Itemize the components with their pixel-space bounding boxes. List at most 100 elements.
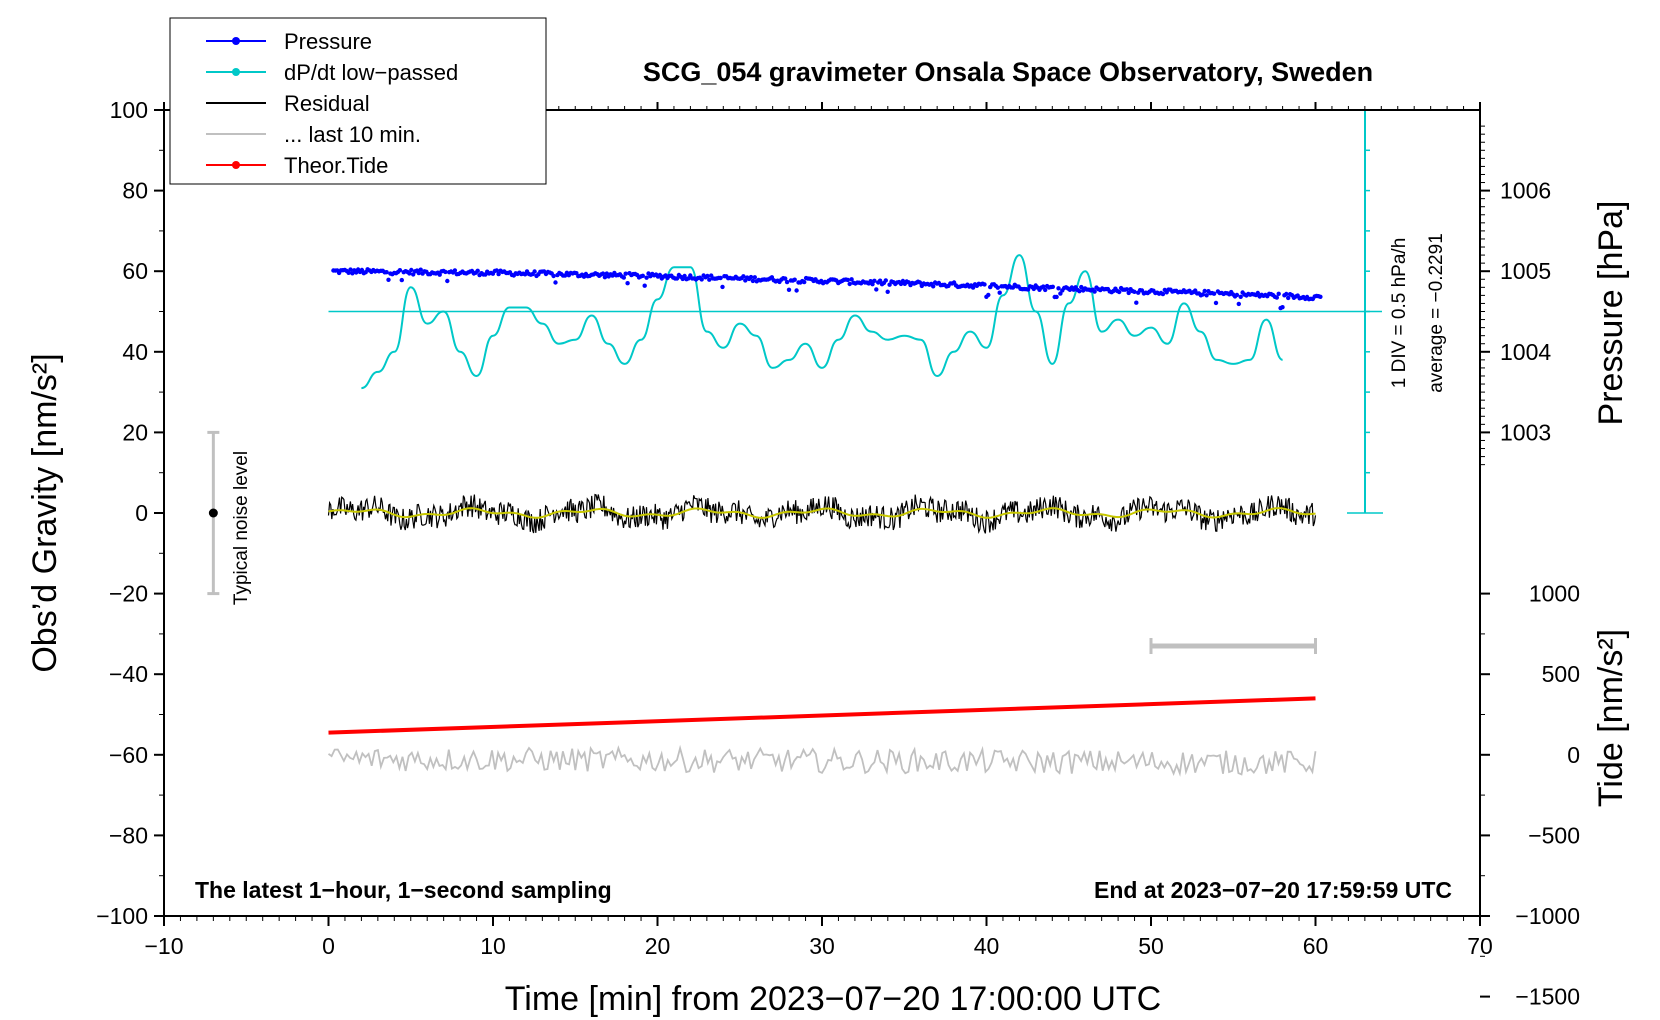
pressure-series	[331, 267, 1323, 311]
pressure-point	[970, 285, 976, 290]
pressure-point	[1025, 287, 1031, 292]
average-label: average = −0.2291	[1426, 233, 1447, 393]
x-tick-label: 10	[480, 933, 506, 959]
pressure-point	[644, 275, 649, 280]
pressure-point	[602, 275, 608, 280]
pressure-point	[1160, 291, 1166, 297]
pressure-point	[870, 282, 875, 287]
footer-right: End at 2023−07−20 17:59:59 UTC	[1094, 877, 1452, 903]
pressure-point	[1124, 287, 1130, 292]
pressure-point	[1079, 284, 1084, 290]
pressure-point	[418, 267, 423, 272]
tide-tick-label: 0	[1567, 742, 1580, 768]
x-tick-label: 60	[1303, 933, 1329, 959]
pressure-point	[416, 270, 421, 276]
pressure-point	[748, 274, 754, 280]
x-tick-label: 0	[322, 933, 335, 959]
pressure-point	[532, 269, 537, 274]
y-tick-label: −20	[109, 581, 148, 607]
tide-tick-label: −1500	[1515, 984, 1580, 1010]
residual-smoothed-line	[328, 507, 1316, 519]
pressure-point	[1276, 291, 1281, 296]
pressure-point	[682, 273, 687, 279]
legend-label: Residual	[284, 91, 370, 116]
pressure-point	[494, 268, 499, 273]
y-tick-label: 60	[122, 258, 148, 284]
y-tick-label: −60	[109, 742, 148, 768]
pressure-point	[553, 280, 558, 285]
pressure-point	[883, 278, 888, 283]
pressure-point	[1234, 292, 1240, 298]
pressure-point	[802, 279, 807, 285]
chart-title: SCG_054 gravimeter Onsala Space Observat…	[643, 57, 1373, 87]
legend-label: Pressure	[284, 29, 372, 54]
footer-left: The latest 1−hour, 1−second sampling	[195, 877, 612, 903]
pressure-point	[399, 277, 404, 283]
pressure-point	[847, 281, 852, 287]
pressure-point	[1132, 289, 1137, 294]
legend-box	[169, 17, 547, 185]
pressure-point	[792, 277, 797, 282]
pressure-point	[437, 272, 442, 277]
pressure-point	[699, 277, 704, 282]
pressure-point	[1058, 291, 1063, 296]
pressure-point	[625, 281, 630, 286]
y-tick-label: −40	[109, 661, 148, 687]
tide-line	[328, 696, 1316, 735]
legend-label: Theor.Tide	[284, 153, 388, 178]
pressure-point	[640, 273, 645, 278]
x-tick-label: 30	[809, 933, 835, 959]
pressure-point	[384, 270, 389, 275]
pressure-point	[348, 267, 353, 272]
pressure-point	[845, 277, 850, 283]
pressure-point	[786, 287, 792, 292]
y-axis-label-pressure: Pressure [hPa]	[1592, 201, 1630, 426]
x-axis-label: Time [min] from 2023−07−20 17:00:00 UTC	[505, 980, 1161, 1018]
residual-line	[327, 493, 1317, 534]
x-tick-label: 20	[645, 933, 671, 959]
pressure-point	[874, 287, 879, 292]
y-axis-label-left: Obs’d Gravity [nm/s²]	[26, 353, 64, 672]
dpdt-line	[361, 254, 1284, 390]
pressure-point	[551, 273, 556, 279]
pressure-tick-label: 1005	[1500, 258, 1551, 284]
pressure-point	[657, 272, 663, 278]
pressure-point	[1211, 291, 1217, 296]
y-tick-label: 20	[122, 419, 148, 445]
pressure-point	[1238, 294, 1243, 299]
pressure-point	[887, 282, 892, 287]
pressure-point	[1117, 289, 1122, 295]
pressure-point	[705, 273, 710, 279]
last10-line	[327, 744, 1317, 777]
x-tick-label: 40	[974, 933, 1000, 959]
pressure-point	[997, 290, 1002, 295]
pressure-point	[1092, 289, 1097, 294]
legend-marker	[232, 68, 240, 76]
pressure-point	[452, 268, 458, 273]
legend-marker	[232, 37, 240, 45]
y-tick-label: 80	[122, 178, 148, 204]
pressure-point	[475, 268, 480, 273]
pressure-point	[1202, 288, 1207, 294]
pressure-point	[496, 271, 501, 277]
pressure-point	[1236, 301, 1242, 307]
pressure-point	[600, 271, 606, 276]
tide-tick-label: −1000	[1515, 903, 1580, 929]
tide-tick-label: 500	[1542, 661, 1580, 687]
pressure-point	[346, 270, 351, 275]
y-tick-label: −80	[109, 822, 148, 848]
pressure-point	[1213, 300, 1219, 306]
pressure-point	[794, 288, 799, 293]
pressure-point	[1280, 305, 1285, 310]
pressure-point	[885, 289, 890, 294]
pressure-point	[407, 271, 412, 276]
y-tick-label: −100	[96, 903, 148, 929]
pressure-point	[674, 276, 680, 281]
pressure-point	[1318, 294, 1323, 299]
pressure-point	[931, 284, 936, 289]
pressure-point	[1126, 290, 1131, 296]
pressure-point	[1031, 286, 1037, 292]
pressure-point	[1274, 295, 1280, 300]
pressure-point	[849, 277, 854, 282]
pressure-point	[1255, 290, 1261, 296]
